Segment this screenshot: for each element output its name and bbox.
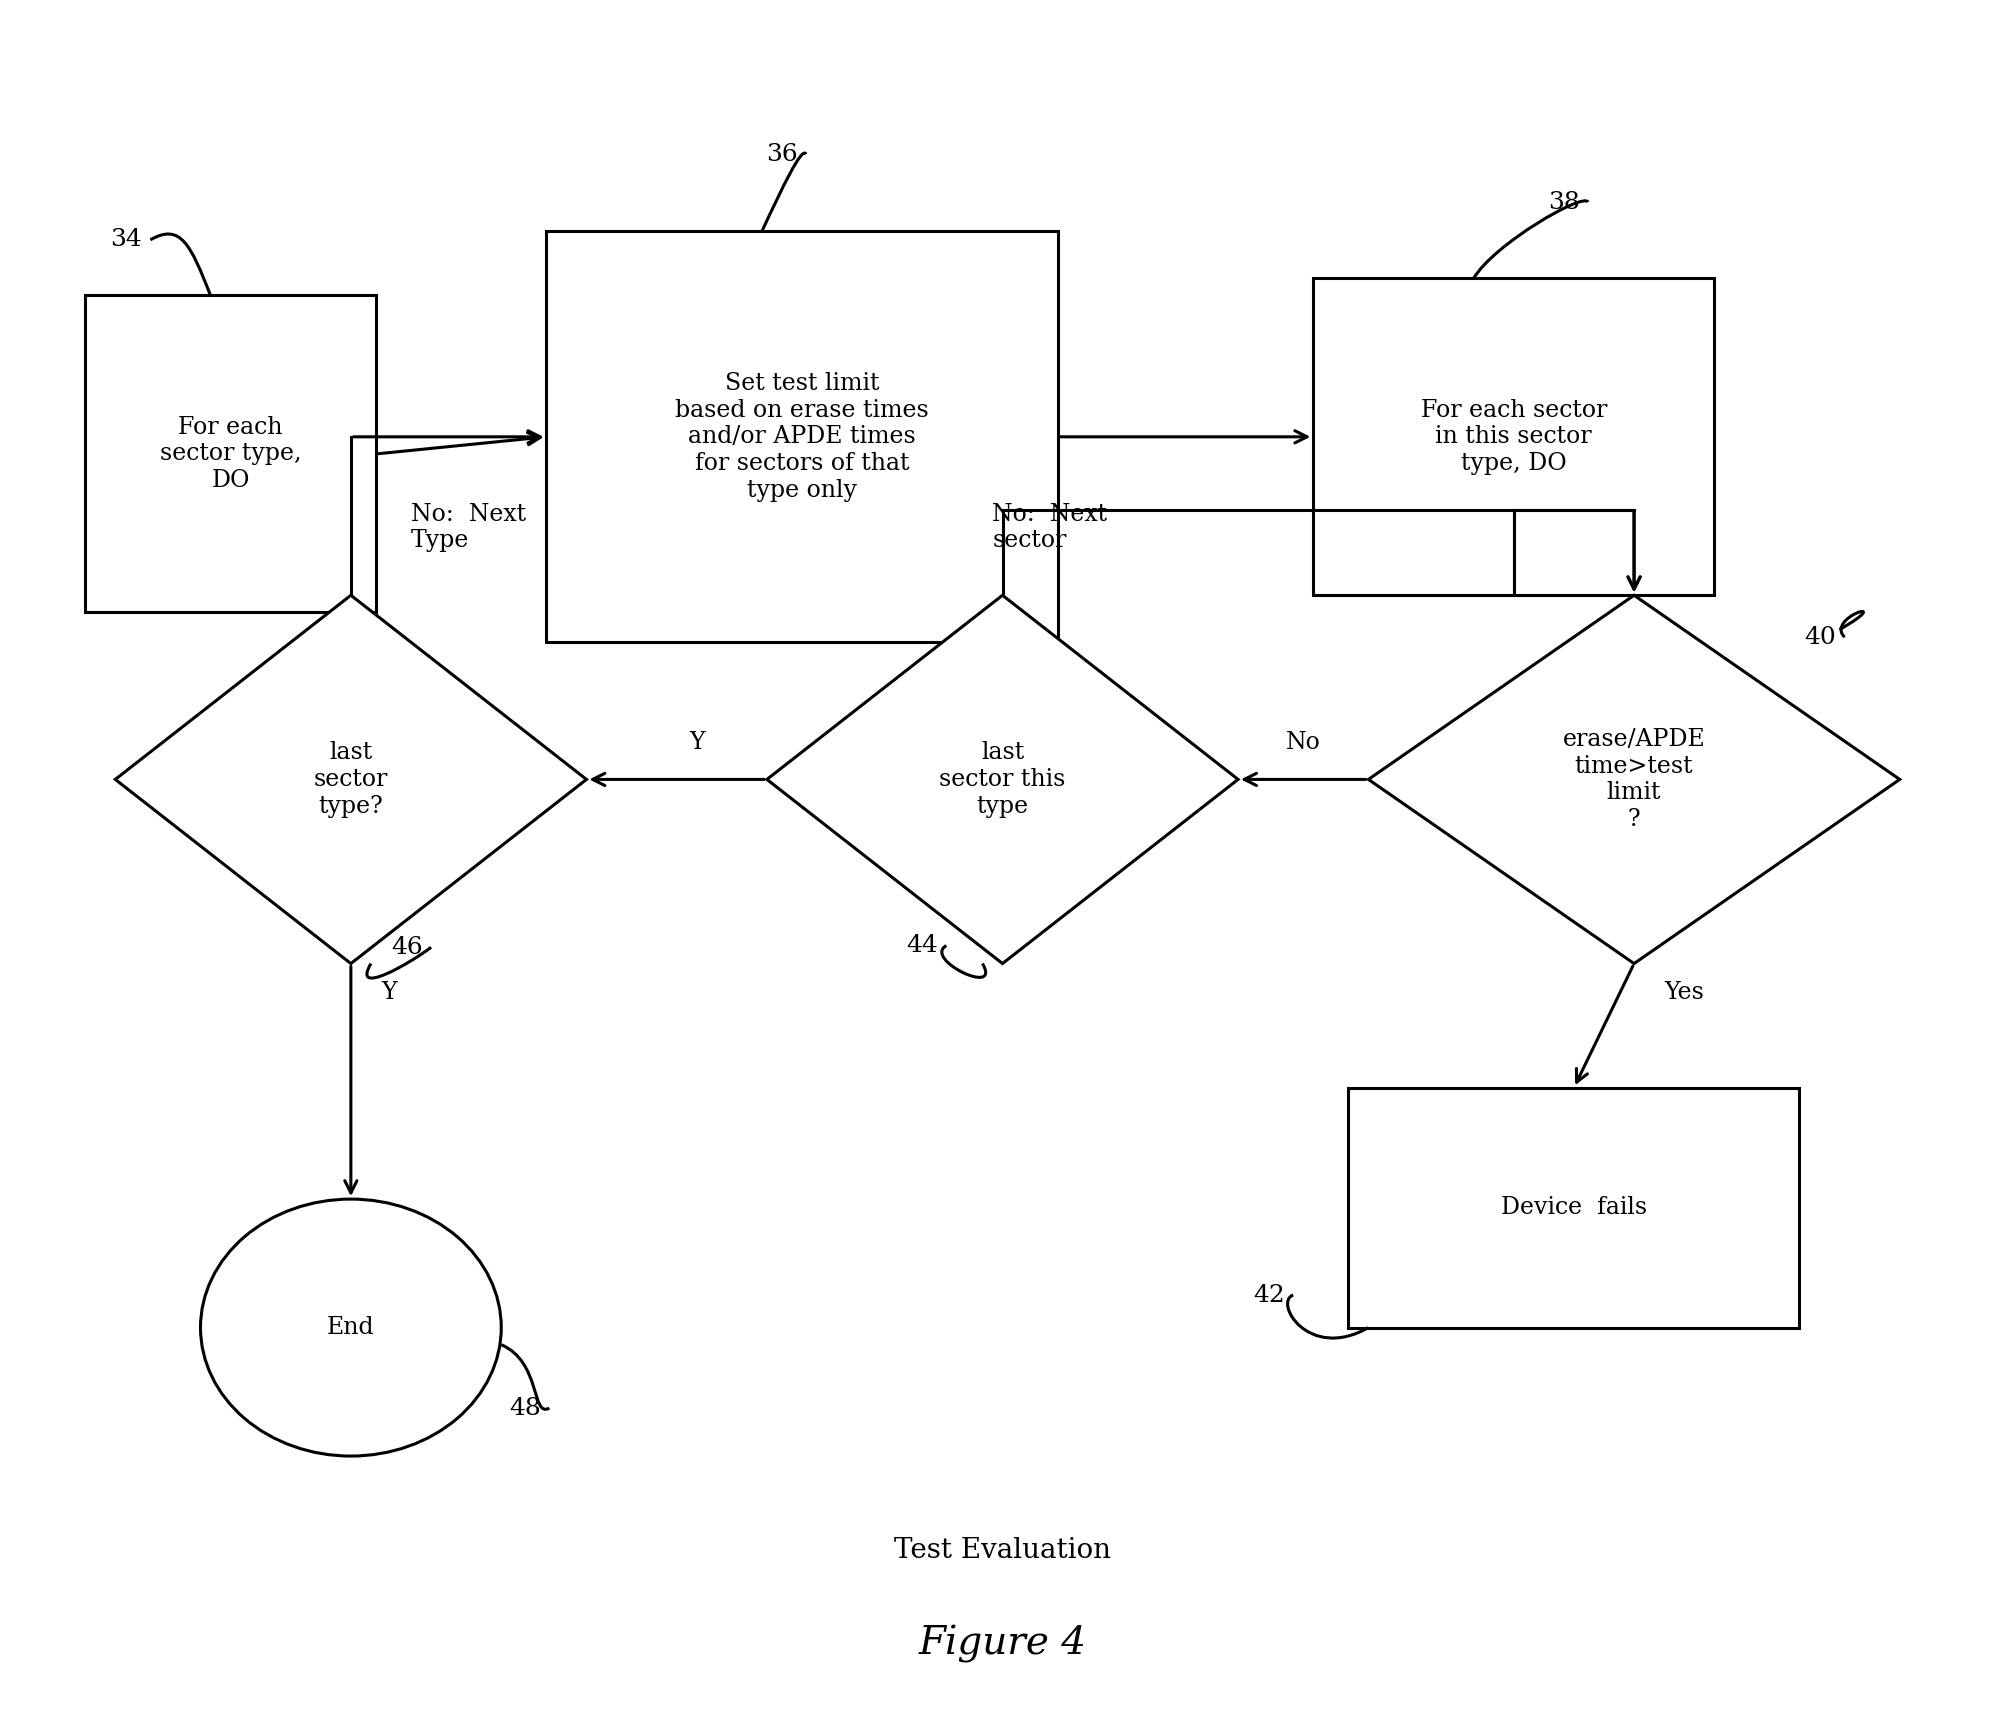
- Polygon shape: [1367, 594, 1899, 963]
- Text: Device  fails: Device fails: [1502, 1196, 1646, 1220]
- FancyBboxPatch shape: [86, 295, 377, 613]
- Text: 44: 44: [906, 934, 938, 958]
- Text: erase/APDE
time>test
limit
?: erase/APDE time>test limit ?: [1562, 728, 1706, 831]
- Text: 36: 36: [766, 142, 798, 166]
- Text: 48: 48: [509, 1396, 541, 1420]
- Circle shape: [200, 1199, 501, 1456]
- Text: For each sector
in this sector
type, DO: For each sector in this sector type, DO: [1422, 399, 1606, 475]
- FancyBboxPatch shape: [1313, 279, 1714, 596]
- Text: 42: 42: [1253, 1283, 1285, 1307]
- Text: Figure 4: Figure 4: [918, 1626, 1087, 1663]
- Text: 40: 40: [1804, 625, 1837, 649]
- Text: Set test limit
based on erase times
and/or APDE times
for sectors of that
type o: Set test limit based on erase times and/…: [676, 372, 928, 502]
- FancyBboxPatch shape: [545, 231, 1059, 642]
- Text: Y: Y: [690, 731, 704, 754]
- Text: Yes: Yes: [1664, 980, 1704, 1004]
- Text: Test Evaluation: Test Evaluation: [894, 1537, 1111, 1564]
- Polygon shape: [116, 594, 585, 963]
- Text: For each
sector type,
DO: For each sector type, DO: [160, 416, 301, 492]
- Text: No: No: [1285, 731, 1321, 754]
- Text: last
sector this
type: last sector this type: [938, 742, 1067, 817]
- Text: 46: 46: [391, 935, 423, 959]
- Text: last
sector
type?: last sector type?: [313, 742, 389, 817]
- Polygon shape: [766, 594, 1237, 963]
- Text: 34: 34: [110, 228, 142, 252]
- Text: No:  Next
Type: No: Next Type: [411, 504, 525, 552]
- Text: End: End: [327, 1316, 375, 1340]
- Text: No:  Next
sector: No: Next sector: [992, 504, 1107, 552]
- Text: 38: 38: [1548, 190, 1580, 214]
- Text: Y: Y: [381, 980, 397, 1004]
- FancyBboxPatch shape: [1347, 1088, 1800, 1328]
